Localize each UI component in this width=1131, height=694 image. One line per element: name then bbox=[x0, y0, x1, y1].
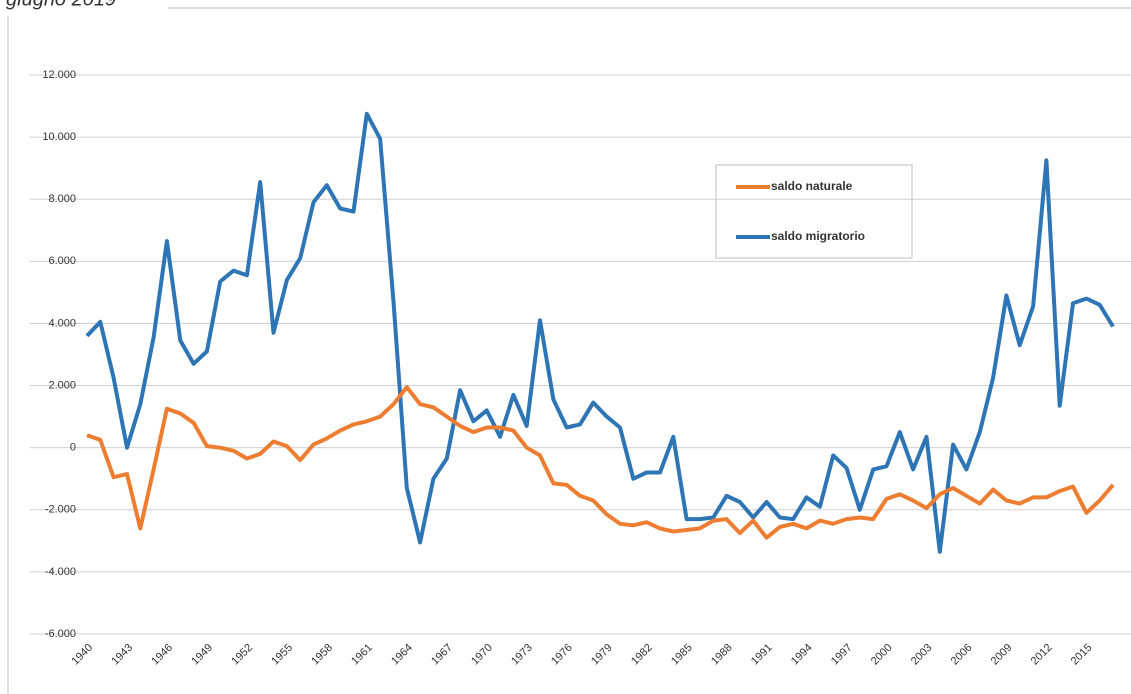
series-line bbox=[86, 385, 1115, 540]
y-tick-label: -6.000 bbox=[45, 628, 76, 640]
y-tick-label: 2.000 bbox=[48, 379, 76, 391]
y-tick-label: 10.000 bbox=[42, 131, 76, 143]
y-tick-label: 12.000 bbox=[42, 69, 76, 81]
chart-frame bbox=[7, 7, 1131, 694]
y-tick-label: 8.000 bbox=[48, 193, 76, 205]
legend-box bbox=[715, 164, 913, 259]
series-line bbox=[85, 111, 1115, 554]
y-tick-label: 4.000 bbox=[48, 317, 76, 329]
y-tick-label: 6.000 bbox=[48, 255, 76, 267]
y-tick-label: 0 bbox=[70, 442, 76, 454]
legend-label: saldo naturale bbox=[771, 179, 853, 193]
legend-label: saldo migratorio bbox=[771, 229, 865, 243]
chart-title: giugno 2019 bbox=[6, 0, 116, 10]
y-tick-label: -2.000 bbox=[45, 504, 76, 516]
title-backdrop bbox=[0, 0, 168, 16]
y-tick-label: -4.000 bbox=[45, 566, 76, 578]
